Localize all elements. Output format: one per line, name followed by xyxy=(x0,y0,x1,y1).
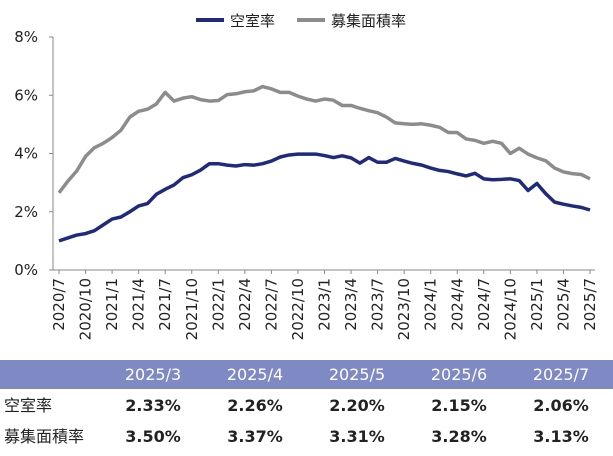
table-cell: 2.33% xyxy=(125,396,181,415)
x-tick-label: 2024/1 xyxy=(422,278,440,331)
x-tick-label: 2023/7 xyxy=(369,278,387,331)
row-label: 空室率 xyxy=(4,396,52,415)
series-line xyxy=(57,84,591,194)
table-cell: 3.50% xyxy=(125,427,181,446)
x-tick-label: 2025/7 xyxy=(581,278,599,331)
table: 2025/3 2025/4 2025/5 2025/6 2025/7 空室率 2.33% 2.… xyxy=(4,365,589,446)
table-header-cell: 2025/4 xyxy=(227,365,283,384)
table-header-band xyxy=(0,360,613,389)
x-tick-label: 2021/4 xyxy=(130,278,148,331)
x-tick-label: 2024/7 xyxy=(475,278,493,331)
table-cell: 2.15% xyxy=(431,396,487,415)
legend-label: 募集面積率 xyxy=(331,12,406,30)
x-tick-label: 2020/10 xyxy=(77,278,95,340)
y-tick-label: 2% xyxy=(14,203,38,221)
x-tick-label: 2025/4 xyxy=(554,278,572,331)
y-tick-label: 8% xyxy=(14,28,38,46)
table-header-cell: 2025/6 xyxy=(431,365,487,384)
x-tick-label: 2022/4 xyxy=(236,278,254,331)
x-tick-label: 2022/10 xyxy=(289,278,307,340)
table-cell: 2.20% xyxy=(329,396,385,415)
table-cell: 2.26% xyxy=(227,396,283,415)
x-tick-label: 2023/4 xyxy=(342,278,360,331)
table-cell: 3.37% xyxy=(227,427,283,446)
x-tick-label: 2022/1 xyxy=(209,278,227,331)
legend-label: 空室率 xyxy=(230,12,275,30)
x-tick-label: 2021/10 xyxy=(183,278,201,340)
x-tick-label: 2023/10 xyxy=(395,278,413,340)
table-cell: 2.06% xyxy=(533,396,589,415)
y-tick-label: 4% xyxy=(14,145,38,163)
x-tick-label: 2023/1 xyxy=(316,278,334,331)
series-line xyxy=(58,152,591,243)
table-cell: 3.31% xyxy=(329,427,385,446)
y-tick-label: 0% xyxy=(14,261,38,279)
x-tick-label: 2021/1 xyxy=(103,278,121,331)
table-header-cell: 2025/5 xyxy=(329,365,385,384)
table-cell: 3.28% xyxy=(431,427,487,446)
row-label: 募集面積率 xyxy=(4,427,84,446)
table-cell: 3.13% xyxy=(533,427,589,446)
x-tick-label: 2024/4 xyxy=(448,278,466,331)
x-tick-label: 2022/7 xyxy=(262,278,280,331)
x-tick-label: 2024/10 xyxy=(501,278,519,340)
y-tick-label: 6% xyxy=(14,86,38,104)
x-tick-label: 2025/1 xyxy=(528,278,546,331)
x-tick-label: 2021/7 xyxy=(156,278,174,331)
table-header-cell: 2025/7 xyxy=(533,365,589,384)
table-header-cell: 2025/3 xyxy=(125,365,181,384)
x-tick-label: 2020/7 xyxy=(50,278,68,331)
